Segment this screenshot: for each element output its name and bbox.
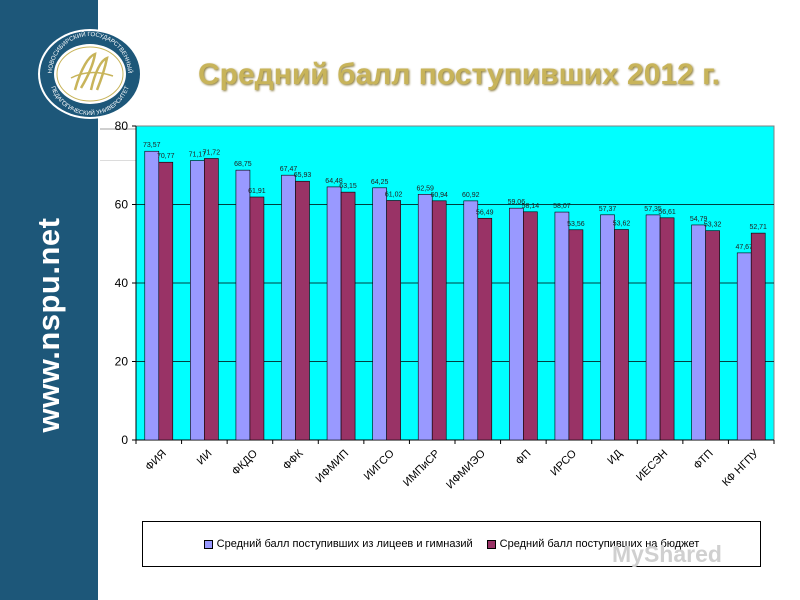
bar-2 — [204, 158, 219, 441]
bar-1 — [417, 194, 433, 441]
data-label: 63,15 — [339, 183, 357, 190]
x-tick-label: ИИ — [195, 448, 215, 468]
bar-2 — [523, 211, 538, 441]
x-tick-label: ИМПиСР — [401, 448, 442, 489]
legend-swatch-series-2 — [486, 539, 496, 549]
slide-title: Средний балл поступивших 2012 г. — [198, 58, 720, 91]
x-tick-label: ФТП — [691, 448, 715, 472]
y-tick-label: 60 — [115, 198, 129, 212]
x-tick-label: КФ НГПУ — [720, 447, 762, 489]
data-label: 65,93 — [294, 172, 312, 179]
data-label: 73,57 — [143, 142, 161, 149]
data-label: 71,72 — [203, 149, 221, 156]
x-tick-label: ФИЯ — [143, 448, 169, 474]
bar-2 — [614, 229, 629, 441]
bar-1 — [509, 207, 524, 441]
x-tick-label: ИЕСЭН — [634, 448, 670, 484]
bar-2 — [386, 200, 401, 441]
bar-1 — [691, 224, 706, 441]
x-tick-label: ИФМИП — [314, 448, 352, 486]
bar-1 — [235, 169, 251, 441]
bar-1 — [645, 214, 661, 441]
x-tick-label: ИРСО — [548, 447, 579, 478]
data-label: 47,67 — [735, 244, 753, 251]
bar-2 — [158, 161, 174, 441]
bar-1 — [463, 200, 479, 441]
bar-1 — [372, 187, 387, 441]
data-label: 52,71 — [749, 224, 767, 231]
x-tick-label: ИИГСО — [362, 447, 397, 482]
bar-1 — [736, 252, 752, 441]
legend-label-series-1: Средний балл поступивших из лицеев и гим… — [216, 538, 473, 550]
bar-2 — [295, 180, 310, 441]
data-label: 60,92 — [462, 192, 480, 199]
data-label: 59,06 — [508, 199, 526, 206]
data-label: 57,37 — [599, 206, 617, 213]
data-label: 62,59 — [416, 185, 434, 192]
legend-swatch-series-1 — [203, 539, 213, 549]
data-label: 60,94 — [430, 192, 448, 199]
data-label: 70,77 — [157, 153, 175, 160]
y-tick-label: 80 — [115, 119, 129, 133]
data-label: 58,14 — [522, 203, 540, 210]
bar-1 — [190, 160, 205, 441]
data-label: 71,17 — [189, 152, 207, 159]
x-tick-label: ФП — [513, 448, 533, 468]
y-tick-label: 20 — [115, 355, 129, 369]
data-label: 56,61 — [658, 209, 676, 216]
data-label: 64,25 — [371, 179, 389, 186]
bar-1 — [554, 211, 570, 441]
data-label: 53,32 — [704, 222, 722, 229]
legend-item-series-2: Средний балл поступивших на бюджет — [486, 538, 700, 550]
bar-1 — [326, 186, 342, 441]
bar-2 — [431, 200, 447, 441]
bar-2 — [477, 217, 493, 441]
data-label: 68,75 — [234, 161, 252, 168]
data-label: 64,48 — [325, 178, 343, 185]
university-logo: НОВОСИБИРСКИЙ ГОСУДАРСТВЕННЫЙ ПЕДАГОГИЧЕ… — [38, 29, 142, 119]
bar-1 — [281, 174, 296, 441]
bar-2 — [249, 196, 265, 441]
title-divider-secondary — [100, 160, 140, 161]
data-label: 61,91 — [248, 188, 266, 195]
data-label: 67,47 — [280, 166, 298, 173]
data-label: 57,35 — [644, 206, 662, 213]
data-label: 53,56 — [567, 221, 585, 228]
data-label: 58,07 — [553, 203, 571, 210]
x-tick-label: ФФК — [281, 447, 306, 472]
bar-1 — [600, 214, 615, 441]
bar-2 — [568, 229, 584, 441]
x-tick-label: ИД — [605, 447, 625, 467]
chart-legend: Средний балл поступивших из лицеев и гим… — [142, 521, 761, 567]
y-tick-label: 0 — [121, 433, 128, 447]
data-label: 54,79 — [690, 216, 708, 223]
bar-2 — [750, 232, 766, 441]
bar-2 — [340, 191, 356, 441]
site-url: www.nspu.net — [31, 217, 66, 433]
x-tick-label: ФКДО — [230, 447, 261, 478]
data-label: 53,62 — [613, 221, 631, 228]
legend-item-series-1: Средний балл поступивших из лицеев и гим… — [203, 538, 473, 550]
bar-2 — [659, 217, 675, 441]
title-divider — [100, 128, 152, 130]
watermark: MyShared — [612, 541, 722, 567]
legend-label-series-2: Средний балл поступивших на бюджет — [499, 538, 700, 550]
data-label: 61,02 — [385, 191, 403, 198]
x-tick-label: ИФМИЭО — [444, 447, 488, 491]
data-label: 56,49 — [476, 209, 494, 216]
bar-1 — [144, 150, 160, 441]
bar-2 — [705, 230, 720, 441]
y-tick-label: 40 — [115, 276, 129, 290]
